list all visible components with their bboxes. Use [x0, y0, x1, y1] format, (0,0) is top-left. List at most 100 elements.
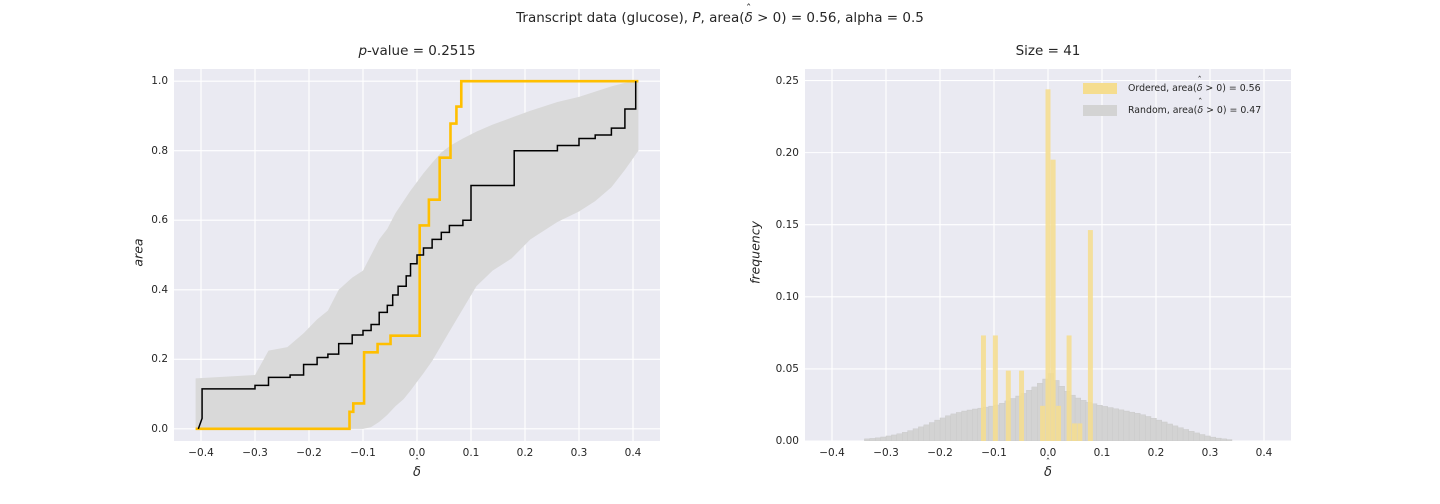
random-histogram-bar — [1182, 429, 1189, 441]
random-histogram-bar — [939, 417, 946, 441]
figure-suptitle: Transcript data (glucose), P, area(δ ˆ > … — [0, 2, 1440, 26]
random-histogram-bar — [1145, 416, 1152, 441]
legend-item-ordered: Ordered, area(δ ˆ > 0) = 0.56 — [1083, 76, 1261, 99]
y-tick-label: 0.2 — [151, 353, 168, 366]
random-histogram-bar — [1155, 419, 1162, 441]
x-tick-label: −0.2 — [927, 447, 953, 459]
legend-swatch-random — [1083, 104, 1117, 116]
x-tick-label: 0.4 — [1255, 447, 1273, 459]
random-histogram-bar — [1220, 438, 1227, 441]
random-histogram-bar — [923, 424, 930, 441]
random-histogram-bar — [907, 430, 914, 441]
x-tick-label: −0.4 — [819, 447, 845, 459]
random-histogram-bar — [1134, 413, 1141, 441]
y-axis-label: frequency — [747, 221, 763, 284]
x-tick-label: −0.3 — [873, 447, 899, 459]
ordered-step-curve — [195, 79, 639, 431]
random-histogram-bar — [1139, 414, 1146, 441]
x-tick-label: 0.1 — [1093, 447, 1111, 459]
x-tick-label: 0.4 — [624, 447, 642, 459]
ordered-histogram-bar — [1056, 405, 1062, 441]
left-chart-svg — [174, 69, 660, 441]
random-histogram-bar — [1215, 437, 1222, 441]
left-panel-title: p-value = 0.2515 — [358, 43, 476, 59]
random-histogram-bar — [1112, 408, 1119, 441]
legend-item-random: Random, area(δ ˆ > 0) = 0.47 — [1083, 97, 1262, 121]
random-histogram-bar — [1209, 436, 1216, 441]
x-tick-label: 0.2 — [1147, 447, 1165, 459]
random-histogram-bar — [885, 435, 892, 441]
random-histogram-bar — [1193, 432, 1200, 441]
right-panel-title: Size = 41 — [1015, 43, 1081, 59]
random-histogram-bar — [1199, 434, 1206, 441]
left-plot-area — [174, 69, 660, 441]
random-histogram-bar — [869, 438, 876, 441]
random-histogram-bar — [999, 403, 1006, 441]
y-tick-label: 0.10 — [775, 290, 799, 303]
x-tick-label: 0.2 — [516, 447, 534, 459]
suptitle-mid: , area( — [700, 10, 745, 26]
x-tick-label: 0.0 — [1039, 447, 1057, 459]
right-chart-svg — [805, 69, 1291, 441]
random-histogram-bar — [1031, 386, 1038, 441]
x-tick-label: 0.3 — [1201, 447, 1219, 459]
right-panel-legend: Ordered, area(δ ˆ > 0) = 0.56 Random, are… — [1083, 76, 1262, 121]
y-tick-label: 0.4 — [151, 283, 168, 296]
suptitle-suffix: > 0) = 0.56, alpha = 0.5 — [752, 10, 924, 26]
ordered-histogram-bar — [1077, 423, 1083, 441]
ordered-histogram-bar — [1005, 370, 1011, 441]
x-tick-label: 0.1 — [462, 447, 480, 459]
random-histogram-bar — [1026, 390, 1033, 441]
x-tick-label: 0.3 — [570, 447, 588, 459]
random-histogram-bar — [1107, 407, 1114, 441]
random-histogram-bar — [1204, 435, 1211, 441]
random-histogram-bar — [901, 432, 909, 441]
y-tick-label: 0.05 — [775, 362, 799, 375]
random-histogram-bar — [966, 409, 973, 441]
median-step-curve — [197, 81, 637, 430]
random-histogram-bar — [928, 422, 936, 441]
ordered-histogram-bar — [1066, 335, 1072, 441]
ordered-histogram-bar — [1040, 405, 1046, 441]
random-histogram-bar — [880, 436, 887, 441]
suptitle-prefix: Transcript data (glucose), — [516, 10, 693, 26]
random-histogram-bar — [864, 438, 871, 441]
ordered-histogram-bar — [1045, 89, 1051, 441]
legend-swatch-ordered — [1083, 82, 1117, 94]
y-tick-label: 0.15 — [775, 218, 799, 231]
left-panel: p-value = 0.2515 −0.4 −0.3 −0.2 −0.1 0.0 0.1 0… — [131, 43, 660, 480]
random-histogram-bar — [1188, 430, 1195, 441]
random-histogram-bar — [955, 412, 963, 441]
y-tick-label: 1.0 — [151, 75, 168, 88]
ordered-histogram-bar — [992, 335, 998, 441]
random-histogram-bar — [1118, 409, 1125, 441]
legend-label-random: Random, area(δ ˆ > 0) = 0.47 — [1128, 97, 1262, 116]
right-panel: Size = 41 Ordered, area(δ ˆ > 0) = 0.56 R… — [748, 43, 1291, 480]
random-histogram-bar — [1096, 405, 1103, 441]
ordered-histogram-bar — [1087, 230, 1093, 441]
x-tick-label: −0.4 — [188, 447, 214, 459]
random-histogram-bar — [1128, 411, 1135, 441]
random-histogram-bar — [874, 437, 882, 441]
random-histogram-bar — [1177, 427, 1184, 441]
y-tick-label: 0.00 — [775, 435, 799, 447]
random-histogram-bar — [945, 415, 952, 441]
ordered-histogram-bar — [1050, 159, 1056, 441]
x-tick-label: −0.1 — [350, 447, 376, 459]
random-histogram-bar — [1123, 410, 1130, 441]
random-histogram-bar — [1009, 398, 1017, 441]
random-histogram-bar — [896, 433, 903, 441]
random-histogram-bar — [1166, 423, 1173, 441]
random-histogram-bar — [934, 419, 941, 441]
random-histogram-bar — [1161, 421, 1168, 441]
random-histogram-bar — [1150, 418, 1157, 441]
random-histogram-bar — [972, 408, 979, 441]
y-axis-label: area — [130, 238, 146, 267]
x-tick-label: −0.2 — [296, 447, 322, 459]
